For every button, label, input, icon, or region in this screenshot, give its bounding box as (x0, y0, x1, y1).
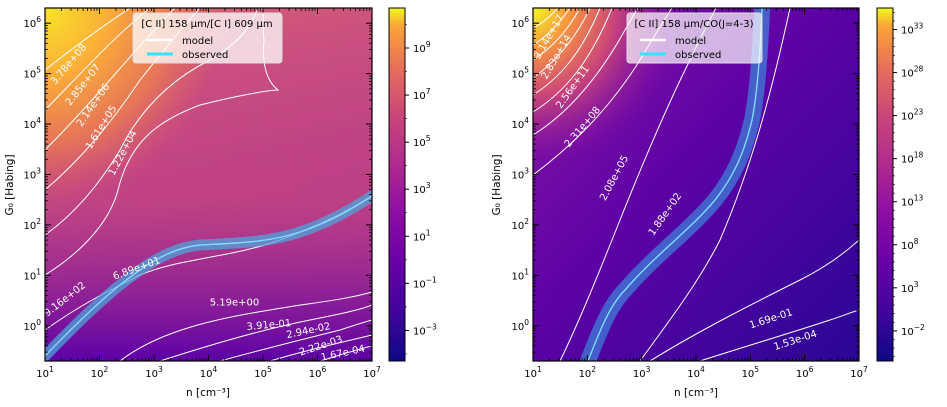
panel-cii-co-ratio: 3.14e+172.83e+142.56e+112.31e+082.08e+05… (491, 7, 925, 399)
legend-entry-model: model (182, 36, 213, 47)
y-tick-label: 106 (511, 15, 529, 30)
colorbar-tick-label: 1023 (901, 108, 924, 123)
colorbar-right (876, 7, 894, 362)
x-tick-label: 104 (200, 365, 218, 380)
panel-cii-ci-ratio: 3.78e+082.85e+072.14e+061.61e+051.22e+04… (4, 7, 437, 399)
x-tick-label: 101 (36, 365, 54, 380)
contour-line (159, 304, 372, 361)
colorbar-tick-label: 10−3 (413, 322, 437, 337)
y-axis-label-right: G₀ [Habing] (491, 154, 503, 215)
contour-line (533, 8, 613, 113)
y-axis-label-left: G₀ [Habing] (4, 154, 16, 215)
x-tick-label: 107 (363, 365, 381, 380)
x-tick-label: 105 (742, 365, 760, 380)
contour-label: 3.91e-01 (246, 318, 292, 333)
colorbar-tick-label: 103 (901, 280, 919, 295)
contour-line (219, 319, 372, 361)
y-tick-label: 101 (511, 267, 529, 282)
contour-line (533, 8, 591, 79)
x-axis-label-right: n [cm⁻³] (674, 387, 718, 399)
colorbar-tick-label: 109 (413, 40, 431, 55)
x-tick-label: 107 (850, 365, 868, 380)
contour-line (119, 291, 372, 361)
y-tick-label: 101 (23, 267, 41, 282)
y-tick-label: 105 (23, 66, 41, 81)
contour-line (649, 239, 859, 361)
legend-right: [C II] 158 μm/CO(J=4-3) model observed (626, 12, 763, 64)
colorbar-ticks-left: 10−3 10−1 101 103 105 107 109 (405, 24, 437, 355)
observed-band-left (45, 190, 372, 361)
colorbar-tick-label: 1033 (901, 22, 924, 37)
contour-line (533, 8, 601, 96)
contour-line (45, 8, 131, 71)
y-tick-label: 100 (23, 318, 41, 333)
colorbar-tick-label: 10−2 (901, 323, 925, 338)
colorbar-tick-label: 101 (413, 228, 431, 243)
colorbar-tick-label: 107 (413, 87, 431, 102)
observed-band-right (580, 8, 770, 361)
contour-label: 5.19e+00 (210, 298, 260, 309)
legend-left: [C II] 158 μm/[C I] 609 μm model observe… (132, 12, 283, 64)
colorbar-tick-label: 10−1 (413, 275, 437, 290)
colorbar-ticks-right: 10−2 103 108 1013 1018 1023 1028 1033 (893, 12, 925, 357)
x-tick-label: 101 (524, 365, 542, 380)
y-tick-label: 104 (511, 116, 529, 131)
colorbar-tick-label: 1013 (901, 194, 924, 209)
x-tick-label: 104 (687, 365, 705, 380)
colorbar-tick-label: 1028 (901, 65, 924, 80)
legend-entry-observed: observed (675, 50, 721, 61)
axis-ticks-left: 101 102 103 104 105 106 107 100 101 102 103 104 105 1… (23, 8, 381, 380)
y-tick-label: 105 (511, 66, 529, 81)
legend-entry-observed: observed (182, 50, 228, 61)
colorbar-tick-label: 105 (413, 134, 431, 149)
x-tick-label: 106 (796, 365, 814, 380)
y-tick-label: 106 (23, 15, 41, 30)
x-tick-label: 106 (309, 365, 327, 380)
x-tick-label: 102 (91, 365, 109, 380)
y-tick-label: 103 (23, 166, 41, 181)
legend-title: [C II] 158 μm/CO(J=4-3) (634, 19, 753, 30)
heatmap-right: 3.14e+172.83e+142.56e+112.31e+082.08e+05… (533, 8, 859, 361)
legend-title: [C II] 158 μm/[C I] 609 μm (141, 19, 272, 30)
contour-line (639, 8, 791, 361)
heatmap-left: 3.78e+082.85e+072.14e+061.61e+051.22e+04… (45, 8, 372, 361)
y-tick-label: 102 (23, 217, 41, 232)
x-tick-label: 103 (145, 365, 163, 380)
contour-line (533, 8, 581, 61)
colorbar-tick-label: 103 (413, 181, 431, 196)
y-tick-label: 100 (511, 318, 529, 333)
contour-line (533, 8, 559, 29)
y-tick-label: 104 (23, 116, 41, 131)
x-tick-label: 102 (579, 365, 597, 380)
contour-line (699, 309, 859, 361)
contour-line (533, 8, 571, 46)
y-tick-label: 102 (511, 217, 529, 232)
y-tick-label: 103 (511, 166, 529, 181)
contour-line (319, 345, 372, 361)
legend-entry-model: model (675, 36, 706, 47)
colorbar-tick-label: 108 (901, 237, 919, 252)
colorbar-tick-label: 1018 (901, 151, 924, 166)
x-tick-label: 105 (254, 365, 272, 380)
x-axis-label-left: n [cm⁻³] (186, 387, 230, 399)
colorbar-left (388, 7, 406, 362)
x-tick-label: 103 (633, 365, 651, 380)
